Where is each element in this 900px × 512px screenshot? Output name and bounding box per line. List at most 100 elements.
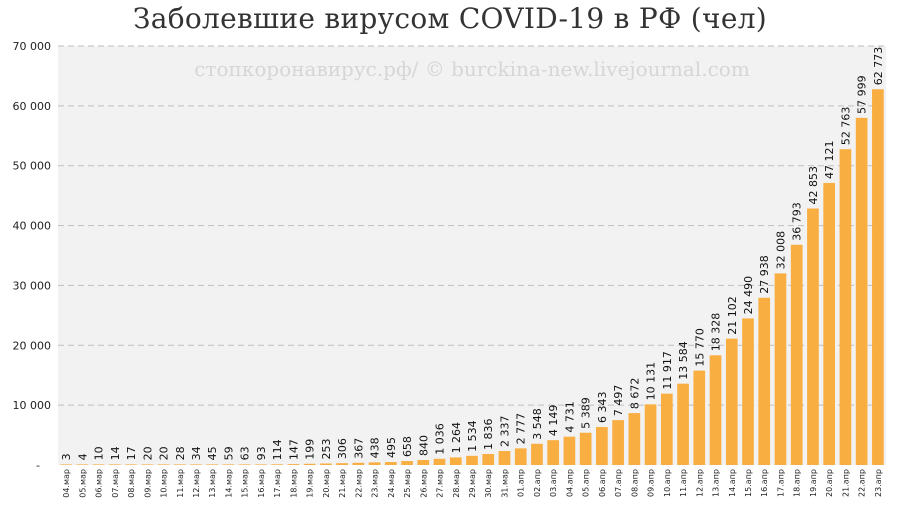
data-label: 840 bbox=[417, 435, 430, 456]
y-tick-label: - bbox=[36, 459, 40, 472]
data-label: 63 bbox=[239, 446, 252, 460]
data-label: 658 bbox=[401, 436, 414, 457]
bars bbox=[60, 89, 884, 466]
x-axis: 04.мар 05.мар 06.мар 07.мар 08.мар 09.мар 10.м… bbox=[62, 469, 883, 498]
x-tick-label: 09.апр bbox=[647, 469, 656, 497]
x-tick-label: 30.мар bbox=[484, 469, 493, 498]
data-label: 20 bbox=[141, 446, 154, 460]
bar bbox=[287, 464, 300, 465]
bar bbox=[320, 463, 332, 465]
bar bbox=[190, 464, 202, 465]
x-tick-label: 22.мар bbox=[354, 469, 363, 498]
data-label: 2 777 bbox=[515, 413, 528, 445]
x-tick-label: 28.мар bbox=[452, 469, 461, 498]
data-label: 42 853 bbox=[807, 166, 820, 205]
data-label: 15 770 bbox=[693, 328, 706, 367]
bar bbox=[125, 464, 137, 465]
data-labels: 3 4 10 14 17 20 20 28 34 45 59 63 93 114 147 199 253 306 3… bbox=[60, 47, 885, 461]
x-tick-label: 18.мар bbox=[289, 469, 298, 498]
data-label: 36 793 bbox=[791, 202, 804, 241]
y-tick-label: 30 000 bbox=[13, 279, 52, 292]
bar bbox=[628, 413, 641, 465]
y-tick-label: 70 000 bbox=[13, 40, 52, 53]
data-label: 21 102 bbox=[726, 296, 739, 335]
bar bbox=[563, 436, 576, 465]
bar bbox=[336, 463, 348, 465]
data-label: 62 773 bbox=[872, 47, 885, 86]
bar bbox=[401, 461, 413, 465]
x-tick-label: 13.мар bbox=[208, 469, 217, 498]
x-tick-label: 15.апр bbox=[744, 469, 753, 497]
y-tick-label: 50 000 bbox=[13, 160, 52, 173]
data-label: 28 bbox=[174, 446, 187, 460]
data-label: 47 121 bbox=[823, 140, 836, 179]
data-label: 18 328 bbox=[710, 313, 723, 352]
data-label: 367 bbox=[352, 438, 365, 459]
x-tick-label: 03.апр bbox=[549, 469, 558, 497]
data-label: 11 917 bbox=[661, 351, 674, 390]
x-tick-label: 11.апр bbox=[679, 469, 688, 497]
y-tick-label: 20 000 bbox=[13, 339, 52, 352]
x-tick-label: 08.апр bbox=[630, 469, 639, 497]
data-label: 59 bbox=[222, 446, 235, 460]
bar bbox=[823, 182, 836, 466]
bar bbox=[92, 464, 105, 465]
data-label: 199 bbox=[304, 439, 317, 460]
bar bbox=[238, 464, 251, 465]
data-label: 2 337 bbox=[498, 416, 511, 448]
x-tick-label: 17.апр bbox=[776, 469, 785, 497]
bar bbox=[157, 464, 170, 465]
x-tick-label: 05.мар bbox=[78, 469, 87, 498]
bar bbox=[677, 383, 689, 465]
bar bbox=[271, 464, 284, 465]
bar bbox=[368, 462, 381, 465]
data-label: 1 836 bbox=[482, 419, 495, 451]
x-tick-label: 10.мар bbox=[160, 469, 169, 498]
bar bbox=[303, 463, 316, 465]
x-tick-label: 02.апр bbox=[533, 469, 542, 497]
data-label: 93 bbox=[255, 446, 268, 460]
bar bbox=[725, 338, 738, 465]
data-label: 114 bbox=[271, 439, 284, 460]
x-tick-label: 24.мар bbox=[387, 469, 396, 498]
data-label: 4 731 bbox=[563, 401, 576, 433]
x-tick-label: 31.мар bbox=[500, 469, 509, 498]
bar bbox=[352, 462, 365, 465]
bar bbox=[449, 457, 462, 465]
data-label: 4 bbox=[76, 453, 89, 460]
bar bbox=[742, 318, 754, 465]
bar bbox=[60, 464, 72, 465]
bar bbox=[547, 440, 560, 465]
data-label: 495 bbox=[385, 437, 398, 458]
x-tick-label: 10.апр bbox=[663, 469, 672, 497]
data-label: 20 bbox=[158, 446, 171, 460]
bar bbox=[222, 464, 235, 465]
x-tick-label: 23.апр bbox=[874, 469, 883, 497]
x-tick-label: 22.апр bbox=[858, 469, 867, 497]
y-axis: - 10 000 20 000 30 000 40 000 50 000 60 000 70 … bbox=[13, 40, 52, 472]
data-label: 10 bbox=[93, 446, 106, 460]
x-tick-label: 07.мар bbox=[111, 469, 120, 498]
data-label: 32 008 bbox=[774, 231, 787, 270]
bar bbox=[758, 297, 771, 465]
data-label: 4 149 bbox=[547, 405, 560, 437]
x-tick-label: 05.апр bbox=[582, 469, 591, 497]
bar bbox=[807, 208, 819, 465]
data-label: 253 bbox=[320, 438, 333, 459]
x-tick-label: 13.апр bbox=[712, 469, 721, 497]
bar bbox=[498, 451, 511, 465]
x-tick-label: 07.апр bbox=[614, 469, 623, 497]
data-label: 3 bbox=[60, 453, 73, 460]
data-label: 45 bbox=[206, 446, 219, 460]
bar bbox=[173, 464, 186, 465]
bar bbox=[206, 464, 219, 465]
data-label: 306 bbox=[336, 438, 349, 459]
y-tick-label: 40 000 bbox=[13, 220, 52, 233]
x-tick-label: 23.мар bbox=[371, 469, 380, 498]
bar bbox=[514, 448, 527, 465]
x-tick-label: 06.мар bbox=[95, 469, 104, 498]
x-tick-label: 19.апр bbox=[809, 469, 818, 497]
bar bbox=[774, 273, 787, 465]
x-tick-label: 25.мар bbox=[403, 469, 412, 498]
